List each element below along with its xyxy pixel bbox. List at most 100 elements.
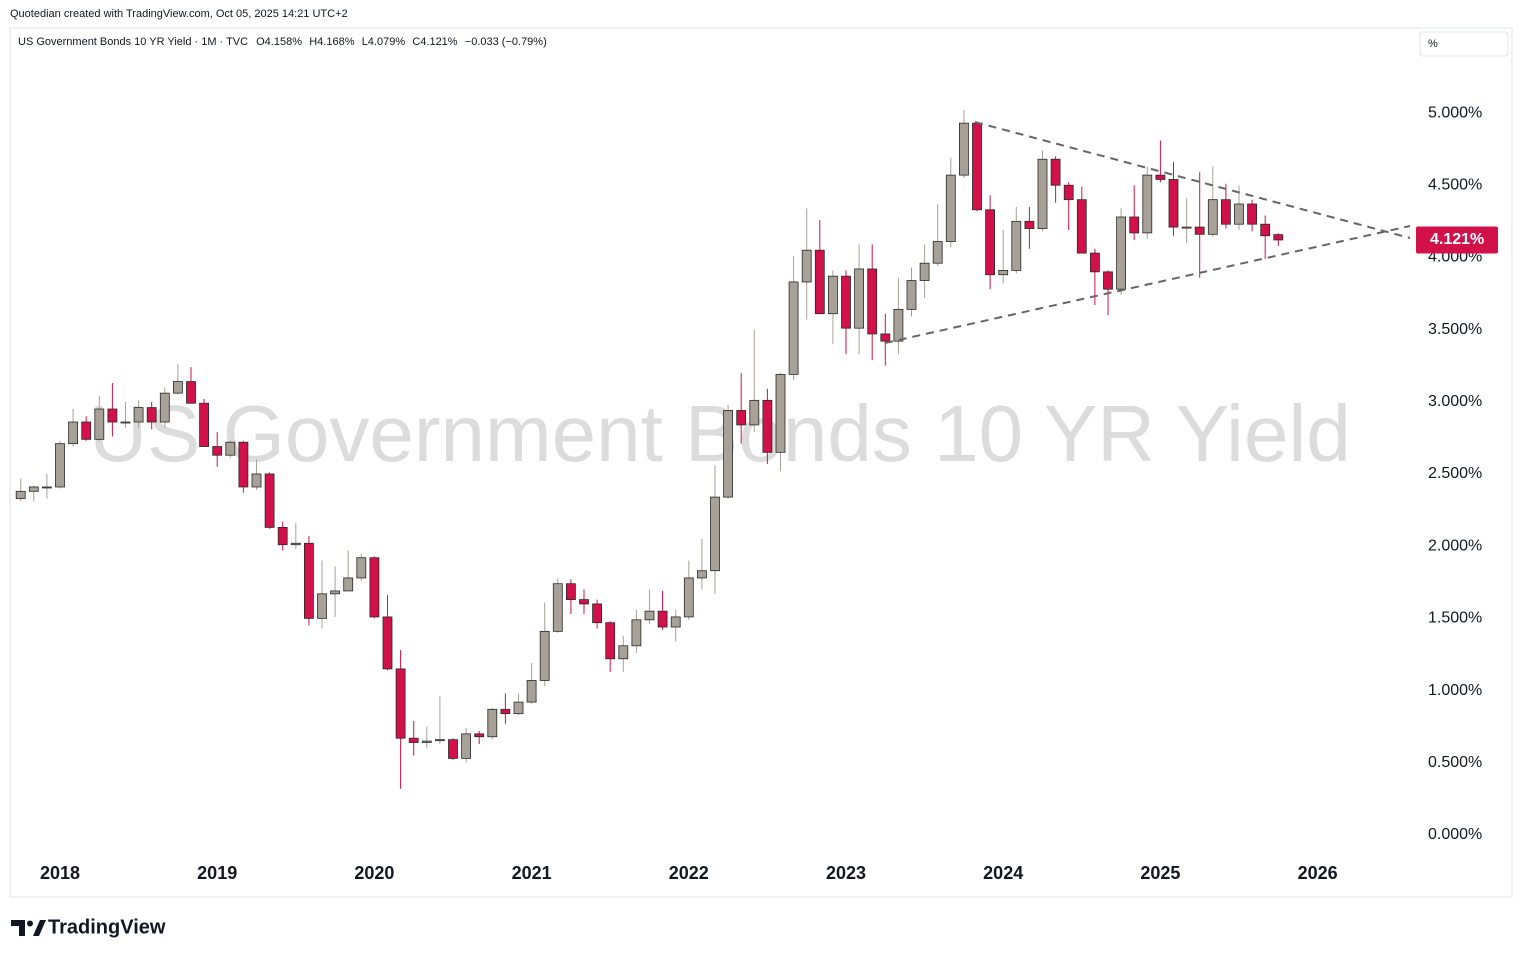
candle-body: [1168, 179, 1179, 228]
candle-body: [264, 473, 275, 528]
candle-body: [932, 241, 943, 264]
candle-body: [788, 281, 799, 375]
candle-body: [985, 209, 995, 276]
candle-body: [552, 583, 563, 632]
candle-body: [854, 268, 864, 329]
candle-body: [1011, 220, 1022, 271]
candle-body: [618, 645, 629, 660]
chart-frame: [9, 27, 1513, 898]
candle-body: [1050, 158, 1061, 186]
candle-body: [15, 490, 26, 499]
candle-body: [1234, 203, 1244, 225]
candle-body: [1194, 226, 1205, 235]
candle-body: [461, 733, 472, 759]
candle-body: [657, 610, 668, 628]
x-tick-label: 2024: [983, 863, 1023, 883]
candle-body: [566, 583, 576, 600]
candle-body: [421, 740, 432, 743]
y-tick-label: 1.500%: [1428, 610, 1482, 627]
candle-body: [919, 262, 930, 281]
candle-body: [1024, 220, 1035, 229]
y-tick-label: 2.000%: [1428, 537, 1482, 554]
candle-body: [356, 557, 367, 579]
last-price-box: [1416, 226, 1498, 254]
candle-body: [225, 441, 236, 456]
candle-body: [277, 527, 288, 546]
candle-body: [710, 496, 720, 572]
candle-body: [81, 421, 92, 440]
candle-body: [55, 443, 65, 488]
plot: [15, 110, 1284, 789]
candle-body: [343, 577, 354, 592]
x-tick-label: 2019: [197, 863, 237, 883]
legend-symbol: US Government Bonds 10 YR Yield · 1M · T…: [18, 36, 248, 48]
legend-ohlc: H4.168%: [309, 36, 354, 48]
candle-body: [749, 399, 760, 426]
candle-body: [906, 280, 917, 310]
brand-logo: [33, 920, 46, 936]
x-tick-label: 2022: [669, 863, 709, 883]
candle-body: [146, 407, 157, 423]
x-tick-label: 2018: [40, 863, 80, 883]
candle-body: [500, 708, 511, 715]
x-tick-label: 2025: [1140, 863, 1180, 883]
trend-lines: [884, 121, 1410, 344]
candle-body: [382, 616, 393, 670]
candle-body: [42, 486, 52, 489]
candle-body: [1103, 271, 1113, 290]
candle-body: [474, 733, 485, 738]
y-tick-label: 5.000%: [1428, 104, 1482, 121]
x-tick-label: 2020: [354, 863, 394, 883]
candle-body: [1221, 199, 1231, 225]
candle-body: [186, 381, 196, 404]
x-tick-label: 2021: [512, 863, 552, 883]
candle-body: [526, 680, 537, 703]
candle-body: [972, 122, 982, 211]
x-tick-label: 2023: [826, 863, 866, 883]
candle-body: [1155, 174, 1166, 180]
watermark: US Government Bonds 10 YR Yield: [89, 389, 1350, 478]
candle-body: [513, 701, 524, 715]
y-tick-label: 3.500%: [1428, 321, 1482, 338]
candle-body: [317, 593, 327, 619]
candle-body: [945, 174, 956, 242]
candle-body: [959, 122, 969, 176]
candle-body: [775, 373, 786, 453]
candle-body: [592, 603, 602, 624]
candle-body: [1142, 174, 1153, 234]
brand: TradingView: [11, 916, 166, 938]
candle-body: [212, 446, 223, 456]
candle-body: [28, 486, 39, 492]
candle-body: [723, 410, 733, 498]
candle-body: [893, 308, 904, 342]
candle-body: [1037, 158, 1048, 229]
candle-body: [434, 739, 445, 742]
candle-body: [251, 473, 262, 488]
candle-body: [330, 590, 341, 595]
candle-body: [120, 421, 131, 424]
legend-ohlc: L4.079%: [362, 36, 406, 48]
candle-body: [448, 739, 458, 759]
candle-body: [1247, 203, 1257, 225]
candle-body: [841, 275, 851, 329]
last-price-label: 4.121%: [1430, 231, 1484, 248]
candle-body: [539, 630, 550, 681]
candle-body: [631, 619, 642, 647]
y-tick-label: 3.000%: [1428, 393, 1482, 410]
y-tick-label: 0.500%: [1428, 754, 1482, 771]
candle-body: [579, 599, 589, 605]
candle-body: [1129, 216, 1140, 234]
unit-box[interactable]: [1419, 31, 1509, 57]
candle-body: [880, 333, 891, 342]
candle-body: [605, 622, 616, 660]
candle-body: [998, 270, 1009, 276]
candle-body: [1076, 199, 1087, 254]
candle-body: [290, 542, 301, 546]
legend-change: −0.033 (−0.79%): [465, 36, 547, 48]
candle-body: [828, 275, 838, 315]
candle-body: [408, 737, 419, 743]
candle-body: [867, 268, 878, 335]
candle-body: [1207, 199, 1218, 235]
candle-body: [762, 399, 773, 453]
